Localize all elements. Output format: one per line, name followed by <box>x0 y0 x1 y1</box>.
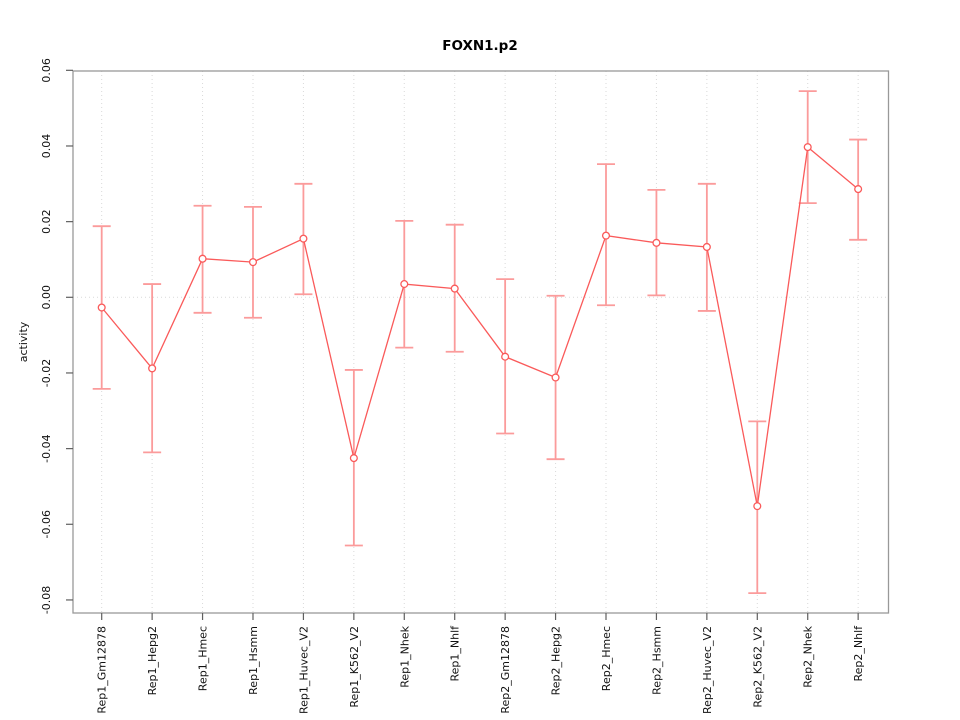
data-point <box>501 352 510 361</box>
x-tick-label: Rep2_Nhek <box>802 625 815 687</box>
plot-box <box>72 70 890 614</box>
x-tick-label: Rep1_Hsmm <box>247 626 260 695</box>
data-point <box>248 258 258 267</box>
x-tick-label: Rep2_Hepg2 <box>550 626 563 695</box>
data-point <box>450 284 459 293</box>
x-tick-label: Rep1_K562_V2 <box>348 626 361 708</box>
x-tick-label: Rep2_K562_V2 <box>751 626 764 708</box>
x-tick-label: Rep2_Hsmm <box>650 626 663 695</box>
data-point <box>702 242 711 252</box>
y-tick-label: 0.04 <box>40 134 53 159</box>
x-tick-label: Rep1_Huvec_V2 <box>297 626 310 714</box>
y-tick-label: 0.06 <box>40 58 53 83</box>
x-tick-label: Rep1_Hepg2 <box>146 626 159 695</box>
data-point <box>198 254 207 263</box>
data-point <box>148 364 157 373</box>
data-point <box>400 280 409 289</box>
x-tick-label: Rep1_Nhek <box>398 625 411 687</box>
x-tick-label: Rep2_Gm12878 <box>499 626 512 714</box>
x-tick-label: Rep2_Nhlf <box>852 625 865 682</box>
x-tick-label: Rep1_Nhlf <box>449 625 462 682</box>
y-tick-label: -0.08 <box>40 586 53 614</box>
x-tick-label: Rep1_Hmec <box>197 626 210 691</box>
y-tick-label: -0.04 <box>40 434 53 462</box>
data-point <box>349 454 358 463</box>
x-tick-label: Rep2_Huvec_V2 <box>701 626 714 714</box>
plot-area: 0.06 0.04 0.02 0.00 -0.02 -0.04 -0.06 -0.08 Rep1… <box>40 58 890 714</box>
data-point <box>803 143 812 152</box>
data-point <box>601 231 611 240</box>
y-tick-label: 0.00 <box>40 285 53 310</box>
y-tick-label: 0.02 <box>40 209 53 234</box>
y-axis-label: activity <box>17 321 30 362</box>
chart-title: FOXN1.p2 <box>442 38 518 54</box>
data-point <box>753 502 762 511</box>
data-point <box>854 185 863 194</box>
data-point <box>97 303 106 312</box>
series-line <box>101 145 859 507</box>
data-point <box>299 234 308 243</box>
data-point <box>652 238 661 247</box>
y-tick-label: -0.02 <box>40 359 53 387</box>
y-tick-label: -0.06 <box>40 510 53 538</box>
x-tick-label: Rep2_Hmec <box>600 626 613 691</box>
data-point <box>551 373 560 382</box>
x-tick-label: Rep1_Gm12878 <box>96 626 109 714</box>
